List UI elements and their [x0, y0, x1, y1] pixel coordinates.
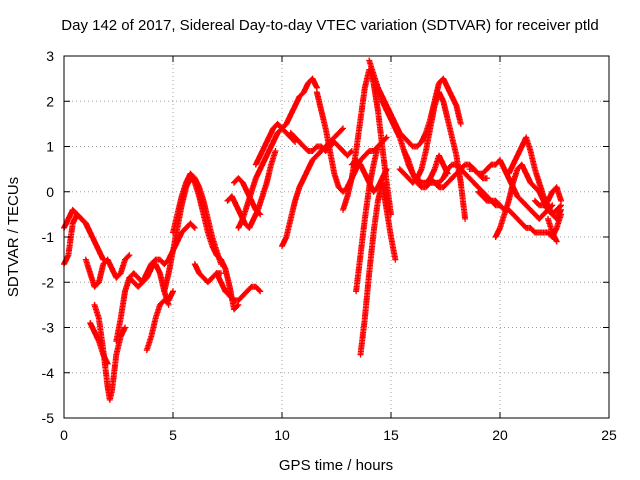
marker-trail [531, 184, 564, 209]
series-track-33 [531, 184, 564, 209]
series-track-34 [545, 215, 560, 245]
y-tick-label: -3 [42, 320, 55, 336]
marker-trail [287, 129, 355, 159]
series-track-13 [224, 148, 279, 231]
data-series [61, 57, 564, 403]
y-tick-label: -4 [42, 365, 55, 381]
series-track-20 [340, 66, 394, 218]
marker-trail [357, 179, 399, 358]
x-tick-label: 15 [383, 427, 399, 443]
series-track-10 [170, 170, 224, 268]
marker-trail [170, 170, 224, 268]
marker-trail [353, 143, 381, 295]
x-axis-label: GPS time / hours [279, 457, 393, 474]
series-track-2 [61, 206, 94, 236]
y-tick-labels: 3 2 1 0 -1 -2 -3 -4 -5 [42, 48, 55, 426]
marker-trail [213, 270, 264, 304]
y-tick-label: -2 [42, 274, 55, 290]
y-axis-label: SDTVAR / TECUs [5, 177, 22, 297]
marker-trail [235, 75, 320, 231]
axis-ticks [63, 55, 610, 419]
series-track-18 [287, 129, 355, 159]
marker-trail [87, 320, 111, 367]
x-tick-label: 10 [274, 427, 290, 443]
series-track-23 [357, 179, 399, 358]
y-tick-label: 2 [46, 93, 54, 109]
marker-trail [545, 215, 560, 245]
marker-trail [224, 148, 279, 231]
series-track-15 [235, 75, 320, 231]
series-track-16 [252, 120, 299, 168]
series-track-5 [87, 320, 111, 367]
x-tick-label: 5 [169, 427, 177, 443]
y-tick-label: -5 [42, 410, 55, 426]
grid-lines [64, 56, 609, 418]
series-track-3 [82, 252, 133, 290]
series-track-12 [213, 270, 264, 304]
marker-trail [252, 120, 299, 168]
series-track-8 [143, 288, 176, 354]
y-tick-label: 3 [46, 48, 54, 64]
marker-trail [61, 206, 94, 236]
x-tick-label: 20 [492, 427, 508, 443]
x-tick-label: 0 [60, 427, 68, 443]
x-tick-label: 25 [601, 427, 617, 443]
chart-title: Day 142 of 2017, Sidereal Day-to-day VTE… [61, 17, 598, 34]
y-tick-label: 0 [46, 184, 54, 200]
marker-trail [82, 252, 133, 290]
x-tick-labels: 0 5 10 15 20 25 [60, 427, 617, 443]
y-tick-label: 1 [46, 139, 54, 155]
marker-trail [143, 288, 176, 354]
y-tick-label: -1 [42, 229, 55, 245]
series-track-22 [353, 143, 381, 295]
marker-trail [340, 66, 394, 218]
